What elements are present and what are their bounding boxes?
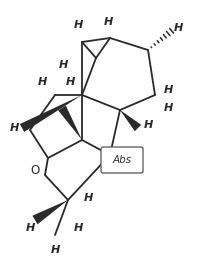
Text: H: H [143,120,152,130]
Polygon shape [32,200,68,224]
Text: H: H [163,103,172,113]
Text: H: H [73,20,82,30]
Text: H: H [9,123,19,133]
Text: H: H [83,193,92,203]
Text: H: H [50,245,59,255]
Polygon shape [119,110,140,131]
Text: H: H [163,85,172,95]
Polygon shape [58,106,82,140]
Text: H: H [73,223,82,233]
Text: H: H [103,17,112,27]
Text: Abs: Abs [112,155,131,165]
FancyBboxPatch shape [100,147,142,173]
Text: H: H [58,60,67,70]
Text: O: O [30,164,39,176]
Text: H: H [65,77,74,87]
Text: H: H [25,223,34,233]
Polygon shape [20,95,82,132]
Text: H: H [173,23,182,33]
Text: H: H [37,77,46,87]
